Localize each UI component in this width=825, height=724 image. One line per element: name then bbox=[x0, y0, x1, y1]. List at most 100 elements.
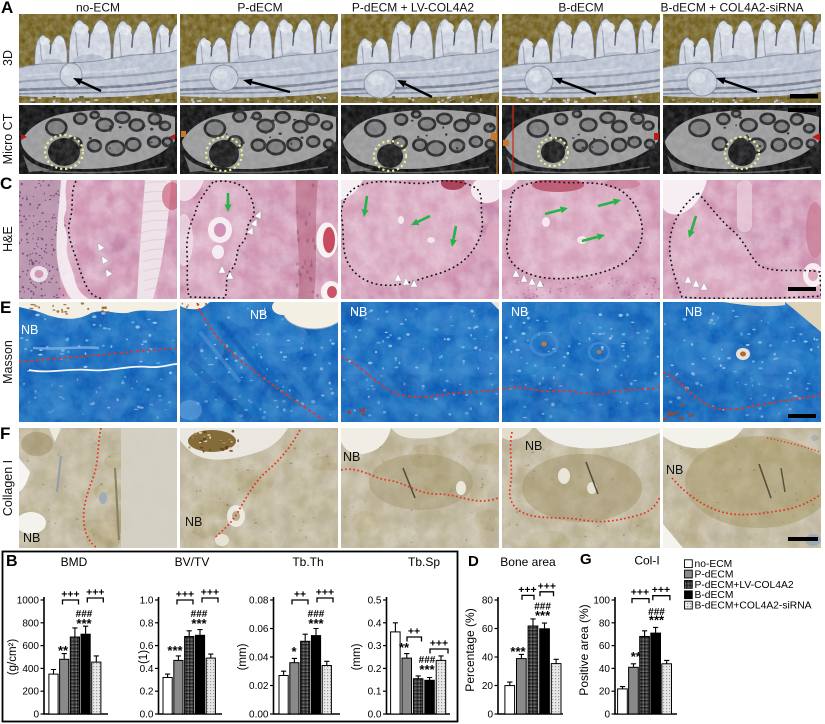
svg-text:0.6: 0.6 bbox=[140, 641, 154, 652]
svg-text:NB: NB bbox=[666, 463, 683, 477]
svg-text:Masson: Masson bbox=[1, 340, 15, 384]
svg-text:0.1: 0.1 bbox=[368, 687, 382, 698]
svg-text:Collagen I: Collagen I bbox=[1, 460, 15, 516]
svg-text:NB: NB bbox=[343, 450, 360, 464]
svg-text:200: 200 bbox=[22, 687, 39, 698]
svg-text:40: 40 bbox=[482, 653, 494, 664]
svg-text:Col-I: Col-I bbox=[634, 554, 659, 568]
svg-text:H&E: H&E bbox=[1, 226, 15, 252]
svg-text:BV/TV: BV/TV bbox=[175, 555, 210, 569]
svg-text:NB: NB bbox=[23, 531, 40, 545]
svg-text:BMD: BMD bbox=[61, 555, 88, 569]
svg-text:***: *** bbox=[167, 643, 183, 658]
svg-text:(1): (1) bbox=[138, 650, 150, 664]
svg-text:**: ** bbox=[399, 640, 410, 655]
svg-text:***: *** bbox=[419, 662, 435, 677]
svg-text:###: ### bbox=[76, 609, 93, 620]
svg-text:no-ECM: no-ECM bbox=[76, 1, 120, 15]
svg-text:600: 600 bbox=[22, 641, 39, 652]
svg-text:+++: +++ bbox=[176, 589, 194, 601]
svg-text:80: 80 bbox=[599, 618, 611, 629]
svg-text:1.0: 1.0 bbox=[140, 596, 154, 607]
svg-text:(mm): (mm) bbox=[351, 643, 363, 670]
svg-text:###: ### bbox=[191, 609, 208, 620]
svg-text:**: ** bbox=[58, 643, 69, 658]
svg-text:B-dECM: B-dECM bbox=[695, 590, 734, 601]
svg-text:0.04: 0.04 bbox=[249, 653, 269, 664]
svg-text:0: 0 bbox=[33, 710, 39, 721]
svg-text:0.4: 0.4 bbox=[140, 664, 154, 675]
svg-text:0.08: 0.08 bbox=[249, 596, 269, 607]
svg-text:20: 20 bbox=[599, 687, 611, 698]
svg-text:no-ECM: no-ECM bbox=[695, 559, 733, 570]
svg-text:P-dECM+LV-COL4A2: P-dECM+LV-COL4A2 bbox=[695, 580, 794, 591]
svg-text:+++: +++ bbox=[61, 589, 79, 601]
svg-text:NB: NB bbox=[511, 305, 528, 319]
svg-text:**: ** bbox=[631, 649, 642, 664]
svg-text:0.06: 0.06 bbox=[249, 624, 269, 635]
svg-text:###: ### bbox=[419, 655, 436, 666]
svg-text:***: *** bbox=[191, 616, 207, 631]
svg-text:***: *** bbox=[510, 644, 526, 659]
svg-text:***: *** bbox=[649, 613, 665, 628]
svg-text:Tb.Th: Tb.Th bbox=[292, 555, 323, 569]
svg-text:NB: NB bbox=[250, 308, 267, 322]
svg-text:+++: +++ bbox=[430, 638, 448, 650]
svg-text:*: * bbox=[291, 644, 297, 659]
svg-text:F: F bbox=[0, 424, 10, 443]
svg-text:NB: NB bbox=[21, 323, 38, 337]
svg-text:400: 400 bbox=[22, 664, 39, 675]
svg-text:0.2: 0.2 bbox=[140, 687, 154, 698]
svg-text:***: *** bbox=[308, 616, 324, 631]
svg-text:(g/cm²): (g/cm²) bbox=[7, 639, 19, 676]
svg-text:++: ++ bbox=[408, 626, 420, 638]
svg-text:+++: +++ bbox=[518, 584, 536, 596]
svg-text:A: A bbox=[1, 0, 13, 17]
svg-text:Positive area (%): Positive area (%) bbox=[577, 604, 591, 695]
svg-text:+++: +++ bbox=[652, 584, 670, 596]
svg-text:NB: NB bbox=[350, 305, 367, 319]
svg-text:Percentage (%): Percentage (%) bbox=[463, 608, 477, 691]
svg-text:0: 0 bbox=[487, 710, 493, 721]
svg-text:Tb.Sp: Tb.Sp bbox=[408, 555, 440, 569]
svg-text:0.2: 0.2 bbox=[368, 664, 382, 675]
svg-text:800: 800 bbox=[22, 618, 39, 629]
svg-text:0.3: 0.3 bbox=[368, 641, 382, 652]
svg-text:0.5: 0.5 bbox=[368, 596, 382, 607]
svg-text:***: *** bbox=[535, 608, 551, 623]
svg-text:NB: NB bbox=[685, 305, 702, 319]
svg-text:++: ++ bbox=[294, 589, 306, 601]
svg-text:+++: +++ bbox=[631, 587, 649, 599]
svg-text:###: ### bbox=[648, 607, 665, 618]
svg-text:###: ### bbox=[534, 602, 551, 613]
svg-text:NB: NB bbox=[185, 515, 202, 529]
svg-text:Bone area: Bone area bbox=[500, 555, 556, 569]
svg-text:(mm): (mm) bbox=[237, 643, 249, 670]
svg-text:P-dECM: P-dECM bbox=[695, 569, 734, 580]
svg-text:E: E bbox=[0, 298, 11, 317]
svg-text:0.02: 0.02 bbox=[249, 681, 269, 692]
svg-text:100: 100 bbox=[593, 596, 610, 607]
svg-text:NB: NB bbox=[525, 439, 542, 453]
svg-text:###: ### bbox=[308, 609, 325, 620]
svg-text:B-dECM+COL4A2-siRNA: B-dECM+COL4A2-siRNA bbox=[695, 601, 812, 612]
svg-text:Micro CT: Micro CT bbox=[1, 113, 15, 164]
svg-text:***: *** bbox=[76, 616, 92, 631]
svg-text:0.8: 0.8 bbox=[140, 618, 154, 629]
svg-text:0.00: 0.00 bbox=[249, 710, 269, 721]
svg-text:G: G bbox=[580, 551, 592, 568]
svg-text:80: 80 bbox=[482, 596, 494, 607]
svg-text:40: 40 bbox=[599, 664, 611, 675]
svg-text:0.4: 0.4 bbox=[368, 618, 382, 629]
svg-text:+++: +++ bbox=[86, 587, 104, 599]
svg-text:D: D bbox=[468, 553, 479, 570]
svg-text:P-dECM + LV-COL4A2: P-dECM + LV-COL4A2 bbox=[352, 1, 474, 15]
svg-text:0.0: 0.0 bbox=[140, 710, 154, 721]
svg-text:+++: +++ bbox=[538, 581, 556, 593]
svg-text:+++: +++ bbox=[201, 587, 219, 599]
svg-text:C: C bbox=[0, 174, 12, 193]
svg-text:B-dECM + COL4A2-siRNA: B-dECM + COL4A2-siRNA bbox=[660, 1, 803, 15]
svg-text:0: 0 bbox=[604, 710, 610, 721]
svg-text:60: 60 bbox=[599, 641, 611, 652]
svg-text:60: 60 bbox=[482, 624, 494, 635]
